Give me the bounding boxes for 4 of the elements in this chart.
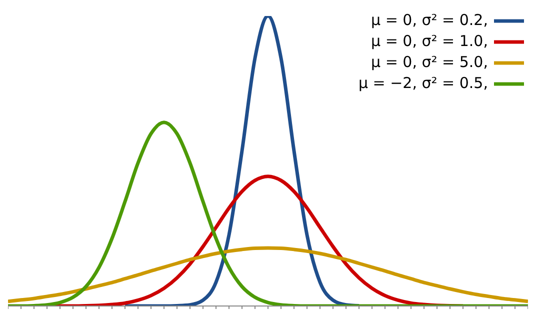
legend-label: μ = 0, σ² = 1.0, <box>371 31 488 52</box>
legend-label: μ = −2, σ² = 0.5, <box>358 73 488 94</box>
legend-label: μ = 0, σ² = 5.0, <box>371 52 488 73</box>
legend-label: μ = 0, σ² = 0.2, <box>371 10 488 31</box>
